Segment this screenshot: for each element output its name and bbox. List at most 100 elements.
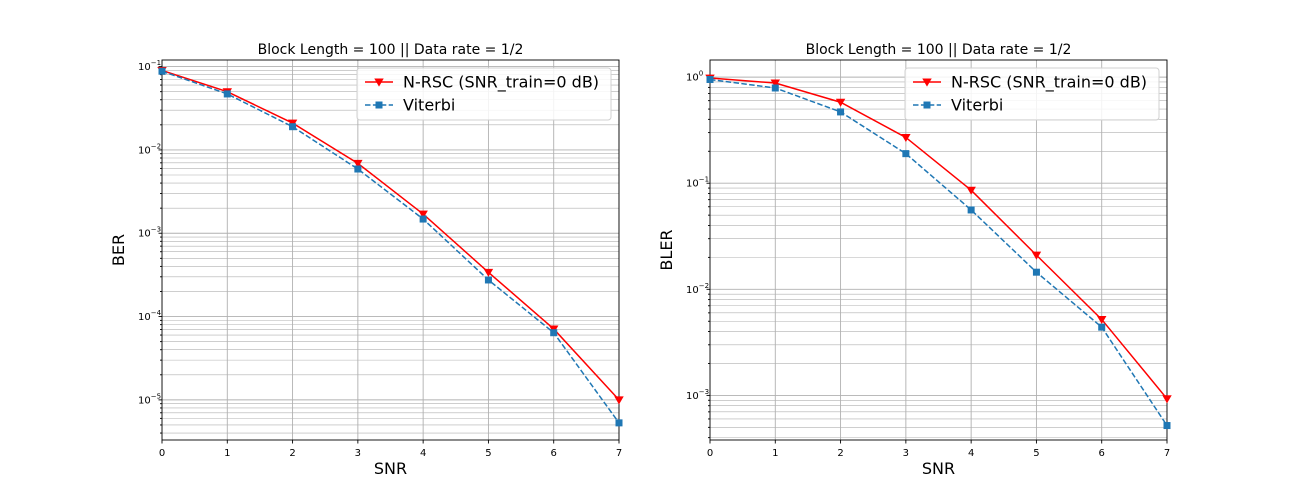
y-axis-label: BER [109,234,128,266]
series-markers [705,74,1172,430]
y-tick-exponent: −5 [151,392,161,400]
y-tick-exponent: −3 [699,388,709,396]
data-point [353,159,363,168]
series-line-1 [162,70,619,424]
series-line-1 [710,78,1167,426]
y-tick-exponent: −1 [699,176,709,184]
x-axis-label: SNR [374,459,407,478]
series-line-0 [710,77,1167,400]
y-tick-base: 10 [686,285,699,296]
x-tick-label: 5 [485,448,491,459]
x-tick-label: 6 [1099,448,1105,459]
data-point [1163,422,1171,430]
data-point [418,210,428,219]
y-tick-label: 10−3 [138,226,161,240]
x-tick-label: 4 [968,448,974,459]
x-tick-label: 0 [159,448,165,459]
y-tick-label: 10−2 [686,282,709,296]
data-point [1032,268,1040,276]
y-tick-base: 10 [138,145,151,156]
x-axis-label: SNR [922,459,955,478]
x-tick-label: 1 [772,448,778,459]
data-point [835,98,846,107]
x-tick-label: 3 [355,448,361,459]
data-point [966,186,976,195]
data-point [550,329,558,337]
series-group [162,69,619,424]
data-point [614,396,624,405]
data-point [223,90,231,98]
y-tick-base: 10 [686,73,699,84]
data-point [158,67,166,75]
series-markers [157,66,624,427]
data-point [419,215,427,223]
data-point [770,79,781,88]
x-tick-label: 5 [1033,448,1039,459]
y-tick-exponent: −4 [151,309,162,317]
y-tick-exponent: −1 [151,59,161,67]
y-tick-exponent: −3 [151,226,161,234]
chart-title: Block Length = 100 || Data rate = 1/2 [806,42,1072,58]
x-tick-label: 0 [707,448,713,459]
legend-marker [375,101,383,109]
y-tick-exponent: −2 [151,142,161,150]
legend-entry: Viterbi [951,96,1003,115]
y-tick-label: 10−5 [138,392,161,406]
data-point [615,419,623,427]
legend-box [356,67,612,121]
y-tick-label: 10−2 [138,142,161,156]
data-point [354,165,362,173]
y-tick-base: 10 [686,391,699,402]
y-axis-label: BLER [657,229,676,270]
y-tick-label: 10−4 [138,309,162,323]
legend-entry: N-RSC (SNR_train=0 dB) [951,73,1147,93]
legend: N-RSC (SNR_train=0 dB) Viterbi [356,67,612,121]
legend: N-RSC (SNR_train=0 dB) Viterbi [904,67,1160,121]
x-tick-label: 7 [616,448,622,459]
data-point [1162,395,1172,404]
y-tick-exponent: 0 [699,70,703,78]
y-tick-label: 100 [686,70,703,84]
data-point [1031,251,1042,260]
x-tick-label: 3 [903,448,909,459]
y-tick-base: 10 [686,179,699,190]
legend-marker [374,78,384,87]
data-point [901,134,911,143]
x-tick-label: 7 [1164,448,1170,459]
data-point [771,84,779,92]
y-tick-label: 10−1 [138,59,161,73]
data-point [289,123,297,131]
x-tick-label: 6 [551,448,557,459]
data-point [1096,315,1107,325]
series-line-0 [162,69,619,401]
axes-ticks: 0 1 2 3 4 5 6 710−110−210−310−410−5 [138,59,622,459]
x-tick-label: 4 [420,448,426,459]
y-tick-base: 10 [138,312,151,323]
data-point [902,150,910,158]
data-point [706,75,714,83]
data-point [837,108,845,116]
y-tick-base: 10 [138,62,151,73]
chart-title: Block Length = 100 || Data rate = 1/2 [258,42,524,58]
y-tick-base: 10 [138,229,151,240]
y-tick-label: 10−3 [686,388,709,402]
y-tick-label: 10−1 [686,176,709,190]
legend-box [904,67,1160,121]
y-tick-exponent: −2 [699,282,709,290]
legend-marker [922,78,932,87]
plot-frame [709,59,1168,441]
series-group [710,77,1167,426]
legend-marker [923,101,931,109]
x-tick-label: 1 [224,448,230,459]
legend-entry: N-RSC (SNR_train=0 dB) [403,73,599,93]
data-point [967,206,975,214]
legend-entry: Viterbi [403,96,455,115]
data-point [483,268,494,277]
x-tick-label: 2 [837,448,843,459]
y-tick-base: 10 [138,395,151,406]
plot-frame [161,59,620,441]
